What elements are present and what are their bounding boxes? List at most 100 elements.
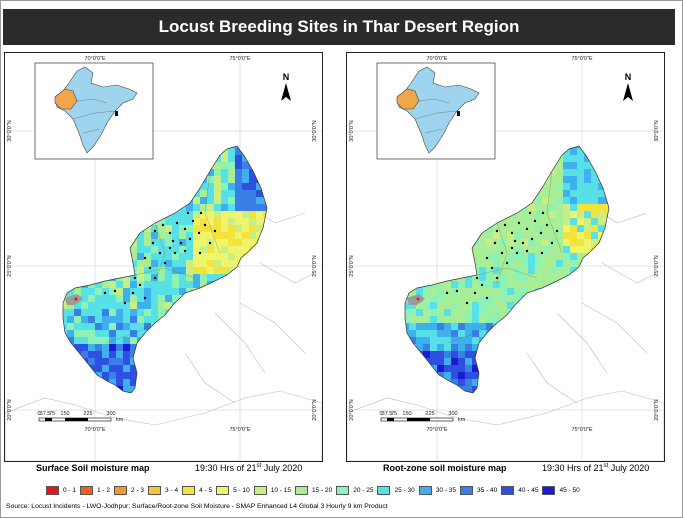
raster-cell: [507, 295, 514, 302]
raster-cell: [570, 225, 577, 232]
raster-cell: [521, 274, 528, 281]
raster-cell: [179, 211, 186, 218]
raster-cell: [242, 197, 249, 204]
raster-cell: [514, 260, 521, 267]
scale-label: 0: [379, 411, 382, 417]
inset-mark: [115, 111, 118, 116]
legend-item: 2 - 3: [114, 483, 144, 497]
raster-cell: [165, 225, 172, 232]
raster-cell: [102, 281, 109, 288]
raster-cell: [116, 330, 123, 337]
raster-cell: [556, 190, 563, 197]
locust-site-dot: [550, 241, 554, 245]
raster-cell: [249, 183, 256, 190]
raster-cell: [556, 260, 563, 267]
raster-cell: [535, 225, 542, 232]
internal-boundaries: [104, 170, 221, 344]
raster-cell: [486, 260, 493, 267]
red-marker: [74, 297, 78, 301]
raster-cell: [151, 246, 158, 253]
raster-cell: [472, 358, 479, 365]
raster-cell: [577, 211, 584, 218]
grid-label-right: 30°0'0"N: [312, 120, 318, 141]
raster-cell: [130, 323, 137, 330]
raster-cell: [514, 218, 521, 225]
raster-cell: [74, 337, 81, 344]
raster-cell: [584, 232, 591, 239]
raster-cell: [472, 309, 479, 316]
raster-cell: [521, 225, 528, 232]
raster-cell: [63, 302, 67, 309]
raster-cell: [109, 330, 116, 337]
locust-site-dot: [161, 223, 165, 227]
raster-cell: [507, 288, 514, 295]
raster-cell: [123, 309, 130, 316]
legend-swatch: [501, 485, 515, 495]
raster-cell: [221, 155, 228, 162]
raster-cell: [186, 253, 193, 260]
raster-cell: [221, 162, 228, 169]
raster-cell: [493, 232, 500, 239]
raster-cell: [172, 267, 179, 274]
raster-cell: [479, 309, 486, 316]
raster-cell: [598, 183, 605, 190]
raster-cell: [235, 218, 242, 225]
grid-label-left: 25°0'0"N: [7, 255, 13, 276]
raster-cell: [95, 337, 102, 344]
raster-cell: [193, 211, 200, 218]
raster-cell: [444, 337, 451, 344]
legend-label: 1 - 2: [97, 486, 111, 494]
raster-cell: [577, 162, 584, 169]
raster-cell: [465, 344, 472, 351]
raster-cell: [221, 246, 228, 253]
raster-cell: [235, 232, 242, 239]
raster-cell: [570, 267, 577, 274]
raster-cell: [605, 211, 609, 218]
raster-cell: [549, 274, 556, 281]
raster-cell: [228, 232, 235, 239]
raster-cell: [144, 246, 151, 253]
inset-state-lines: [72, 98, 116, 134]
raster-cell: [423, 323, 430, 330]
locust-site-dot: [138, 283, 142, 287]
legend-item: 3 - 4: [148, 483, 178, 497]
raster-cell: [109, 295, 116, 302]
raster-cell: [200, 197, 207, 204]
locust-site-dot: [521, 241, 525, 245]
raster-cell: [67, 330, 74, 337]
raster-cell: [465, 309, 472, 316]
raster-cell: [235, 155, 242, 162]
raster-cell: [405, 323, 409, 330]
raster-cell: [158, 218, 165, 225]
raster-cell: [563, 218, 570, 225]
raster-cell: [158, 288, 165, 295]
raster-cell: [242, 246, 249, 253]
raster-cell: [556, 204, 563, 211]
raster-cell: [74, 309, 81, 316]
raster-cell: [256, 190, 263, 197]
raster-cell: [584, 225, 591, 232]
raster-cell: [486, 288, 493, 295]
raster-cell: [542, 232, 549, 239]
raster-cell: [63, 316, 67, 323]
raster-cell: [465, 351, 472, 358]
raster-cell: [144, 288, 151, 295]
raster-cell: [130, 274, 137, 281]
raster-cell: [549, 211, 556, 218]
raster-cell: [451, 351, 458, 358]
raster-cell: [151, 309, 158, 316]
raster-cell: [249, 197, 256, 204]
raster-cell: [570, 232, 577, 239]
raster-cell: [165, 253, 172, 260]
raster-cell: [214, 225, 221, 232]
raster-cell: [256, 232, 263, 239]
raster-cell: [416, 344, 423, 351]
raster-cell: [165, 295, 172, 302]
raster-cell: [165, 281, 172, 288]
raster-cell: [88, 302, 95, 309]
raster-cell: [214, 274, 221, 281]
source-note: Source: Locust Incidents - LWO-Jodhpur; …: [6, 503, 388, 510]
scale-label: 75: [49, 411, 55, 417]
raster-cell: [130, 288, 137, 295]
raster-cell: [451, 281, 458, 288]
